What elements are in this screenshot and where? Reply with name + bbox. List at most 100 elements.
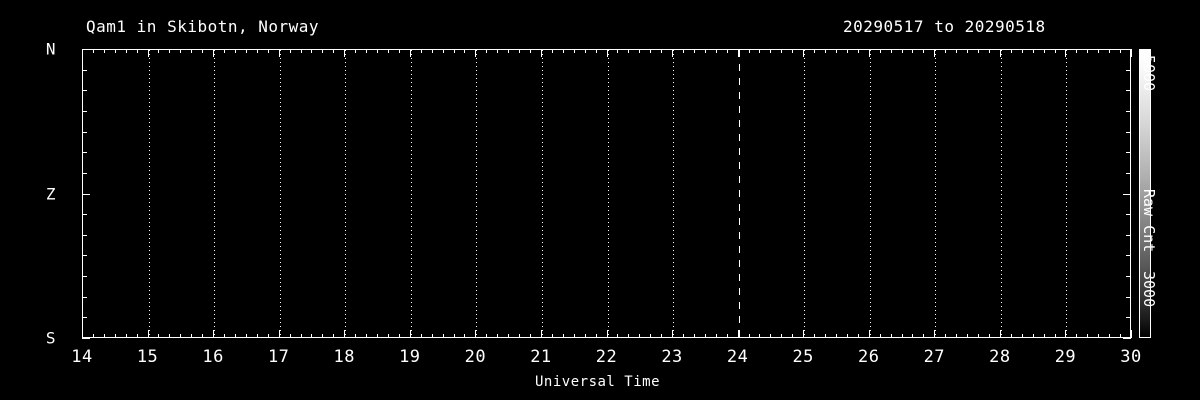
- x-axis-tick-minor-top: [234, 49, 236, 53]
- x-axis-tick-major-top: [1065, 49, 1067, 57]
- x-axis-tick-label: 22: [595, 347, 618, 367]
- x-axis-tick-major: [278, 330, 280, 338]
- x-axis-tick-minor-top: [180, 49, 182, 53]
- x-axis-tick-major: [475, 330, 477, 338]
- x-axis-tick-minor-top: [923, 49, 925, 53]
- y-axis-tick-minor: [82, 296, 87, 298]
- x-axis-tick-minor-top: [715, 49, 717, 53]
- x-axis-tick-major: [82, 330, 83, 338]
- x-axis-tick-minor-top: [366, 49, 368, 53]
- x-axis-tick-minor: [781, 334, 783, 338]
- x-axis-tick-minor-top: [661, 49, 663, 53]
- x-axis-tick-minor-top: [245, 49, 247, 53]
- x-axis-tick-minor: [901, 334, 903, 338]
- x-axis-tick-minor-top: [377, 49, 379, 53]
- x-axis-tick-minor: [792, 334, 794, 338]
- x-axis-tick-label: 25: [792, 347, 814, 367]
- x-axis-tick-minor: [617, 334, 619, 338]
- x-axis-tick-minor: [595, 334, 597, 338]
- page-title: Qam1 in Skibotn, Norway: [86, 17, 320, 36]
- x-axis-tick-major: [213, 330, 215, 338]
- x-axis-tick-major-top: [213, 49, 215, 57]
- x-axis-tick-minor: [191, 334, 193, 338]
- midnight-line: [738, 50, 740, 337]
- x-axis-tick-major: [344, 330, 346, 338]
- x-axis-tick-major-top: [82, 49, 83, 57]
- x-axis-tick-minor: [562, 334, 564, 338]
- x-axis-tick-minor: [650, 334, 652, 338]
- x-axis-tick-minor: [682, 334, 684, 338]
- x-axis-tick-minor: [530, 334, 531, 338]
- x-axis-tick-minor-top: [169, 49, 171, 53]
- colorbar-min-label: 3000: [1140, 271, 1158, 308]
- y-axis-tick-minor-right: [1126, 110, 1131, 112]
- x-axis-tick-minor: [551, 334, 553, 338]
- x-axis-tick-minor: [289, 334, 291, 338]
- gridline-vertical: [607, 50, 609, 337]
- x-axis-tick-minor: [497, 334, 499, 338]
- x-axis-tick-minor-top: [617, 49, 619, 53]
- gridline-vertical: [935, 50, 937, 337]
- x-axis-tick-minor: [814, 334, 816, 338]
- x-axis-tick-minor-top: [945, 49, 947, 53]
- y-axis-tick-minor: [82, 172, 87, 174]
- keogram-plot-area: [82, 49, 1131, 338]
- x-axis-tick-minor-top: [846, 49, 848, 53]
- y-axis-tick-minor-right: [1126, 234, 1131, 236]
- gridline-vertical: [345, 50, 347, 337]
- x-axis-tick-minor: [180, 334, 182, 338]
- x-axis-tick-minor: [92, 334, 94, 338]
- x-axis-tick-minor-top: [355, 49, 357, 53]
- gridline-vertical: [214, 50, 216, 337]
- x-axis-tick-minor: [1021, 334, 1023, 338]
- x-axis-tick-minor: [628, 334, 630, 338]
- x-axis-tick-minor: [103, 334, 105, 338]
- x-axis-tick-label: 30: [1120, 347, 1142, 367]
- x-axis-tick-major: [1131, 330, 1132, 338]
- x-axis-tick-minor: [967, 334, 969, 338]
- x-axis-tick-minor-top: [835, 49, 837, 53]
- x-axis-tick-minor-top: [978, 49, 980, 53]
- x-axis-tick-major-top: [803, 49, 805, 57]
- x-axis-tick-label: 19: [399, 347, 421, 367]
- x-axis-tick-minor: [661, 334, 663, 338]
- x-axis-tick-minor-top: [453, 49, 455, 53]
- x-axis-tick-minor-top: [857, 49, 859, 53]
- x-axis-tick-major-top: [409, 49, 411, 57]
- x-axis-tick-major-top: [868, 49, 870, 57]
- x-axis-tick-major: [606, 330, 608, 338]
- x-axis-tick-minor-top: [333, 49, 335, 53]
- x-axis-tick-minor: [300, 334, 302, 338]
- y-axis-tick-minor: [82, 110, 87, 112]
- x-axis-tick-major: [147, 330, 149, 338]
- x-axis-tick-major-top: [475, 49, 477, 57]
- x-axis-tick-minor-top: [256, 49, 258, 53]
- x-axis-tick-minor: [322, 334, 324, 338]
- x-axis-tick-minor: [1010, 334, 1012, 338]
- y-axis-tick-minor: [82, 131, 87, 133]
- y-axis-tick-minor-right: [1126, 69, 1131, 71]
- x-axis-tick-major-top: [278, 49, 280, 57]
- x-axis-tick-minor: [256, 334, 258, 338]
- x-axis-tick-minor: [1032, 334, 1034, 338]
- x-axis-tick-minor: [267, 334, 269, 338]
- colorbar-max-label: 5000: [1140, 55, 1158, 92]
- x-axis-tick-minor: [202, 334, 204, 338]
- x-axis-tick-minor-top: [300, 49, 302, 53]
- x-axis-tick-minor: [956, 334, 958, 338]
- y-axis-tick-minor-right: [1126, 317, 1131, 319]
- x-axis-tick-minor: [1043, 334, 1045, 338]
- x-axis-tick-minor: [923, 334, 925, 338]
- y-axis-tick-minor-right: [1126, 255, 1131, 257]
- colorbar-title-label: Raw Cnt: [1140, 189, 1158, 253]
- x-axis-tick-minor-top: [967, 49, 969, 53]
- x-axis-tick-minor-top: [92, 49, 94, 53]
- x-axis-tick-minor: [1120, 334, 1122, 338]
- colorbar-gradient: [1139, 49, 1151, 338]
- x-axis-tick-minor: [573, 334, 575, 338]
- x-axis-tick-minor-top: [573, 49, 575, 53]
- x-axis-tick-minor-top: [770, 49, 772, 53]
- y-axis-tick-major-right: [1123, 49, 1131, 50]
- y-axis-tick-minor: [82, 152, 87, 154]
- x-axis-tick-minor-top: [781, 49, 783, 53]
